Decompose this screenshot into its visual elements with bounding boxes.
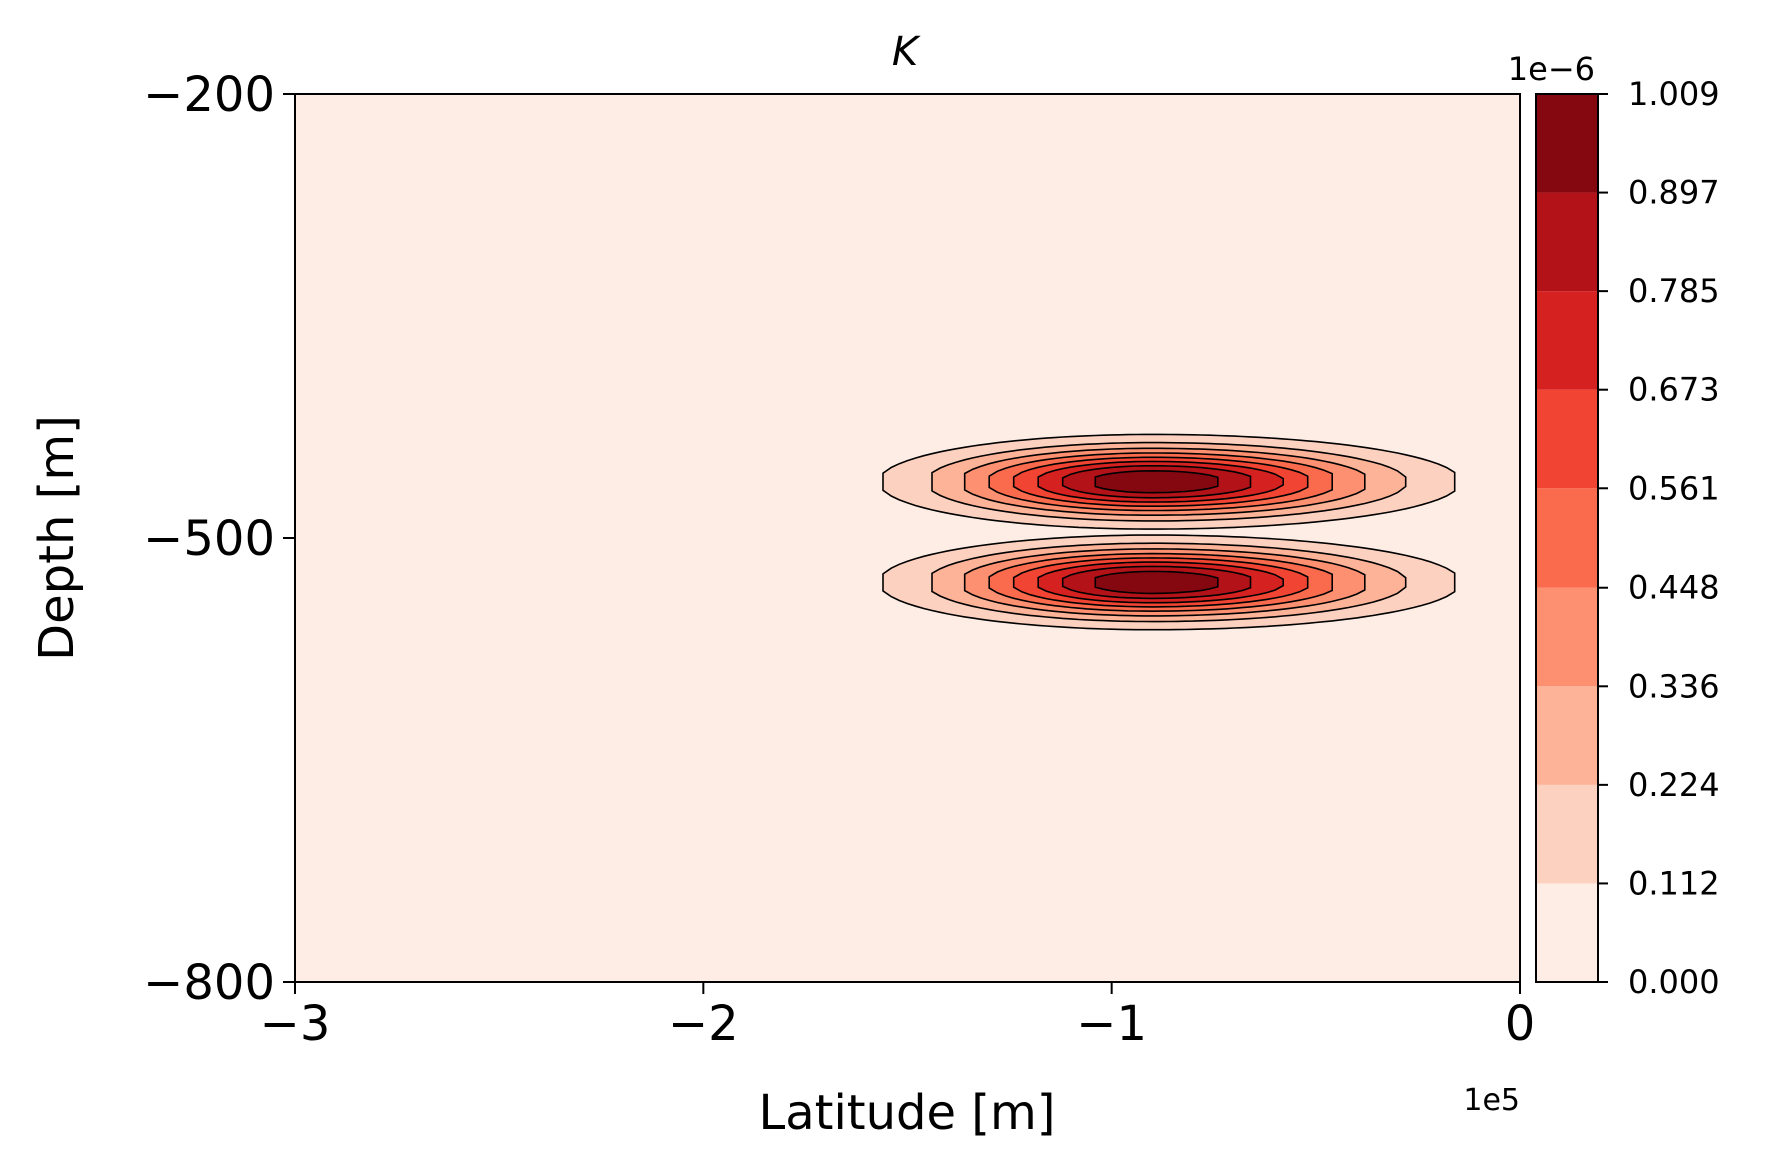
contour-band bbox=[1095, 470, 1218, 493]
colorbar-multiplier-label: 1e−6 bbox=[1508, 50, 1595, 88]
contour-lines bbox=[882, 433, 1456, 631]
contour-line bbox=[1061, 565, 1252, 600]
y-axis: −200 −500 −800 bbox=[143, 67, 295, 1011]
colorbar-ticks: 0.000 0.112 0.224 0.336 0.448 0.561 0.673 0.785… bbox=[1598, 75, 1720, 1001]
contour-line bbox=[1012, 456, 1309, 508]
contour-line bbox=[963, 447, 1366, 517]
x-axis-label: Latitude [m] bbox=[758, 1085, 1055, 1141]
colorbar-segment bbox=[1536, 192, 1598, 292]
plot-area bbox=[294, 93, 1521, 983]
contour-line bbox=[1037, 561, 1284, 604]
colorbar-frame bbox=[1535, 93, 1599, 983]
x-multiplier-label: 1e5 bbox=[1463, 1083, 1520, 1118]
chart-title: K bbox=[892, 29, 921, 75]
colorbar-segment bbox=[1536, 883, 1598, 982]
y-tick-label: −800 bbox=[143, 955, 275, 1011]
colorbar-tick-label: 0.561 bbox=[1628, 469, 1720, 507]
contour-line bbox=[963, 548, 1366, 617]
contour-line bbox=[882, 433, 1456, 530]
contour-line bbox=[988, 552, 1333, 613]
contour-line bbox=[1037, 460, 1284, 503]
contour-line bbox=[1094, 570, 1219, 595]
contour-line bbox=[882, 534, 1456, 631]
contour-line bbox=[1012, 557, 1309, 608]
colorbar-tick-label: 0.673 bbox=[1628, 371, 1720, 409]
colorbar-segment bbox=[1536, 488, 1598, 588]
colorbar-segment bbox=[1536, 686, 1598, 785]
colorbar-tick-label: 0.224 bbox=[1628, 766, 1720, 804]
colorbar-tick-label: 0.336 bbox=[1628, 667, 1720, 705]
contour-line bbox=[1094, 469, 1219, 494]
colorbar-fills bbox=[1536, 94, 1598, 982]
x-tick-label: −1 bbox=[1076, 996, 1147, 1052]
x-axis: −3 −2 −1 0 bbox=[260, 982, 1536, 1052]
colorbar-segment bbox=[1536, 291, 1598, 390]
colorbar-tick-label: 0.000 bbox=[1628, 963, 1720, 1001]
colorbar-tick-label: 1.009 bbox=[1628, 75, 1720, 113]
x-tick-label: −3 bbox=[260, 996, 331, 1052]
colorbar: 0.000 0.112 0.224 0.336 0.448 0.561 0.673 0.785… bbox=[1508, 50, 1720, 1001]
colorbar-segment bbox=[1536, 389, 1598, 489]
colorbar-tick-label: 0.785 bbox=[1628, 272, 1720, 310]
x-tick-label: −2 bbox=[668, 996, 739, 1052]
contour-line bbox=[988, 452, 1333, 512]
y-tick-label: −500 bbox=[143, 511, 275, 567]
contour-band bbox=[1095, 571, 1218, 594]
contour-line bbox=[931, 441, 1407, 522]
colorbar-segment bbox=[1536, 587, 1598, 687]
contour-line bbox=[931, 542, 1407, 623]
x-tick-label: 0 bbox=[1505, 996, 1536, 1052]
colorbar-segment bbox=[1536, 94, 1598, 193]
plot-background bbox=[295, 94, 1520, 982]
y-tick-label: −200 bbox=[143, 67, 275, 123]
colorbar-segment bbox=[1536, 784, 1598, 884]
y-axis-label: Depth [m] bbox=[29, 415, 85, 661]
colorbar-tick-label: 0.112 bbox=[1628, 864, 1720, 902]
colorbar-tick-label: 0.897 bbox=[1628, 174, 1720, 212]
colorbar-tick-label: 0.448 bbox=[1628, 569, 1720, 607]
contour-line bbox=[1061, 464, 1252, 499]
